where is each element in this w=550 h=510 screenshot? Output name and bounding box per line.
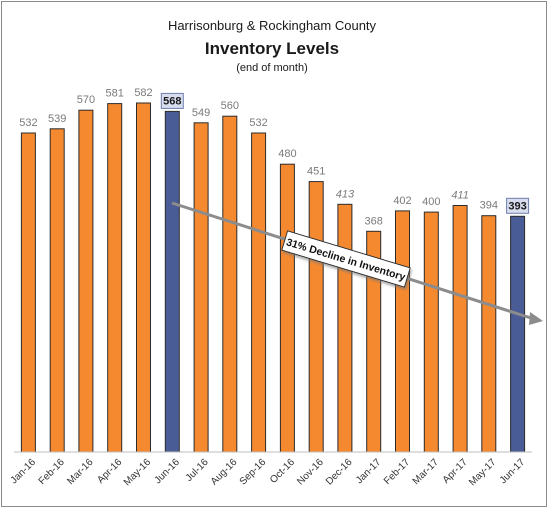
- value-label-jun-16: 568: [163, 95, 181, 107]
- x-tick-label-mar-16: Mar-16: [65, 457, 95, 487]
- value-label-oct-16: 480: [278, 148, 296, 160]
- value-label-feb-17: 402: [393, 195, 411, 207]
- chart-title: Inventory Levels: [205, 39, 339, 58]
- x-tick-label-oct-16: Oct-16: [268, 457, 297, 486]
- x-tick-label-jun-16: Jun-16: [153, 457, 183, 487]
- value-label-may-16: 582: [134, 87, 152, 99]
- bar-jul-16: [193, 122, 209, 453]
- value-label-jan-17: 368: [365, 215, 383, 227]
- x-tick-label-may-16: May-16: [122, 457, 154, 489]
- x-tick-label-nov-16: Nov-16: [295, 457, 326, 488]
- value-label-mar-17: 400: [422, 196, 440, 208]
- x-tick-label-feb-17: Feb-17: [382, 457, 412, 487]
- value-label-dec-16: 413: [336, 188, 355, 200]
- bar-may-16: [136, 102, 151, 453]
- x-tick-label-dec-16: Dec-16: [324, 457, 355, 488]
- value-label-jun-17: 393: [508, 200, 526, 212]
- value-label-nov-16: 451: [307, 166, 325, 178]
- bar-feb-17: [395, 210, 410, 453]
- x-tick-label-jul-16: Jul-16: [184, 457, 211, 484]
- bar-nov-16: [308, 181, 324, 453]
- bar-jun-17: [510, 215, 526, 453]
- bar-apr-17: [452, 205, 468, 453]
- x-tick-label-jan-16: Jan-16: [9, 457, 39, 487]
- value-label-sep-16: 532: [249, 117, 267, 129]
- bar-feb-16: [49, 128, 65, 453]
- value-label-apr-17: 411: [451, 190, 469, 202]
- chart-title-line1: Harrisonburg & Rockingham County: [168, 18, 377, 33]
- value-label-box-jun-17: [506, 197, 530, 214]
- x-tick-label-aug-16: Aug-16: [209, 457, 240, 488]
- value-label-feb-16: 539: [48, 113, 66, 125]
- decline-arrow-head: [529, 312, 543, 325]
- x-tick-label-apr-17: Apr-17: [441, 457, 470, 486]
- value-label-jan-16: 532: [19, 117, 37, 129]
- bars-layer: [20, 102, 526, 453]
- bar-dec-16: [337, 203, 353, 453]
- bar-jun-16: [164, 110, 180, 453]
- bar-jan-16: [20, 132, 36, 453]
- bar-oct-16: [279, 163, 295, 453]
- x-tick-label-apr-16: Apr-16: [95, 457, 124, 486]
- x-tick-label-may-17: May-17: [467, 457, 499, 489]
- bar-mar-16: [78, 109, 94, 453]
- value-label-jul-16: 549: [192, 107, 210, 119]
- x-tick-label-sep-16: Sep-16: [238, 457, 269, 488]
- bar-may-17: [481, 215, 497, 453]
- bar-aug-16: [222, 115, 238, 453]
- value-label-mar-16: 570: [77, 94, 95, 106]
- value-label-may-17: 394: [480, 200, 498, 212]
- value-labels-layer: 532 539 570 581 582 568 549 560 532 480 451 413 368 4…: [19, 87, 530, 227]
- bar-mar-17: [423, 211, 439, 453]
- x-tick-label-jan-17: Jan-17: [354, 457, 384, 487]
- bar-sep-16: [251, 132, 267, 453]
- x-tick-label-mar-17: Mar-17: [411, 457, 441, 487]
- x-tick-label-jun-17: Jun-17: [498, 457, 528, 487]
- value-label-aug-16: 560: [221, 100, 239, 112]
- annotation-box: [281, 230, 411, 288]
- x-tick-label-feb-16: Feb-16: [37, 457, 67, 487]
- value-label-apr-16: 581: [106, 88, 124, 100]
- bar-apr-16: [107, 103, 123, 453]
- chart-subtitle: (end of month): [236, 62, 308, 74]
- value-label-box-jun-16: [160, 92, 184, 109]
